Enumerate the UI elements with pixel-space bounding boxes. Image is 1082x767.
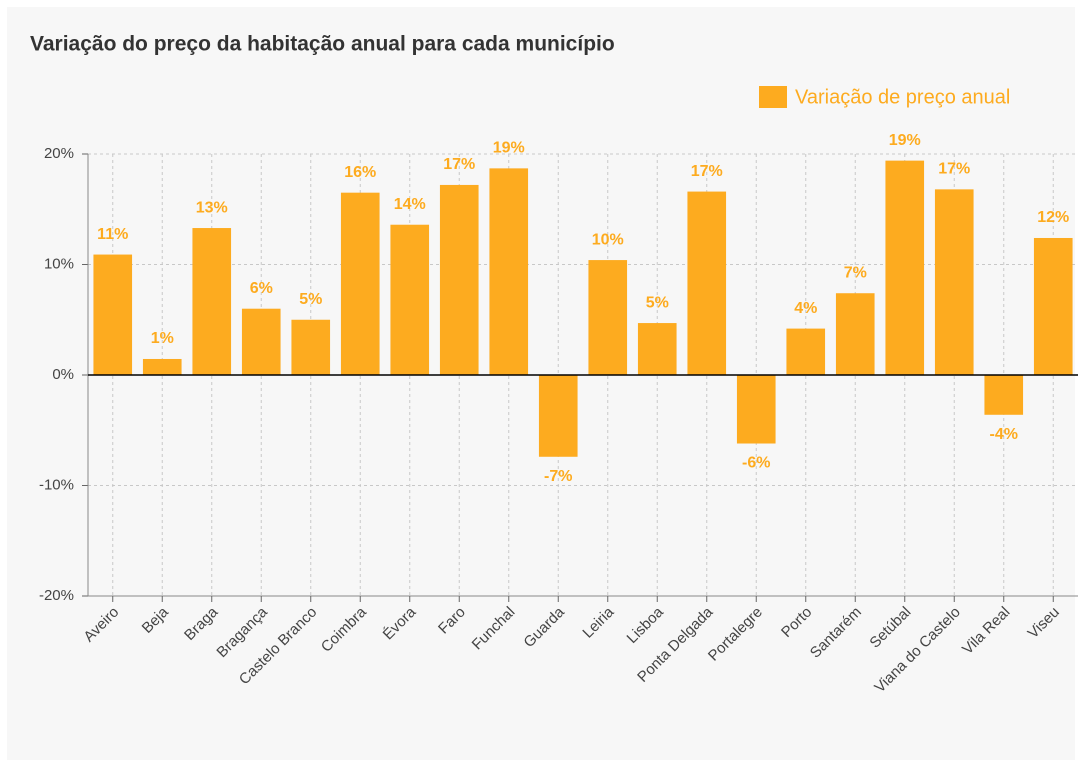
bar — [340, 192, 380, 375]
y-tick-label: 0% — [52, 366, 74, 383]
data-label: 19% — [889, 132, 921, 149]
y-tick-label: 10% — [44, 255, 74, 272]
bar — [934, 189, 974, 375]
bar — [637, 323, 677, 375]
bar — [291, 319, 331, 375]
data-label: 14% — [394, 196, 426, 213]
y-tick-label: -20% — [39, 587, 74, 604]
data-label: -7% — [544, 468, 572, 485]
data-label: 6% — [250, 280, 273, 297]
legend-label: Variação de preço anual — [795, 86, 1010, 108]
bar — [984, 375, 1024, 415]
bar — [736, 375, 776, 444]
data-label: 10% — [592, 231, 624, 248]
bar — [93, 254, 133, 375]
bar — [588, 260, 628, 375]
data-label: 4% — [794, 300, 817, 317]
chart-title: Variação do preço da habitação anual par… — [30, 33, 615, 56]
data-label: 17% — [938, 161, 970, 178]
y-tick-label: -10% — [39, 476, 74, 493]
data-label: 5% — [299, 291, 322, 308]
data-label: -6% — [742, 455, 770, 472]
y-tick-label: 20% — [44, 145, 74, 162]
bar — [241, 308, 281, 375]
data-label: 7% — [844, 264, 867, 281]
data-label: 17% — [691, 163, 723, 180]
data-label: 5% — [646, 294, 669, 311]
data-label: 17% — [443, 156, 475, 173]
data-label: 16% — [344, 164, 376, 181]
bar — [1033, 237, 1073, 375]
bar — [192, 228, 232, 375]
bar — [786, 328, 826, 375]
data-label: 13% — [196, 199, 228, 216]
bar — [835, 293, 875, 375]
bar — [538, 375, 578, 457]
bar — [885, 160, 925, 375]
bar — [142, 358, 182, 375]
data-label: 12% — [1037, 209, 1069, 226]
data-label: 19% — [493, 140, 525, 157]
bar — [687, 191, 727, 375]
bar — [439, 184, 479, 375]
data-label: 11% — [97, 226, 128, 243]
legend-swatch — [759, 86, 787, 108]
bar — [489, 168, 529, 375]
bar — [390, 224, 430, 375]
data-label: -4% — [990, 426, 1018, 443]
data-label: 1% — [151, 330, 174, 347]
